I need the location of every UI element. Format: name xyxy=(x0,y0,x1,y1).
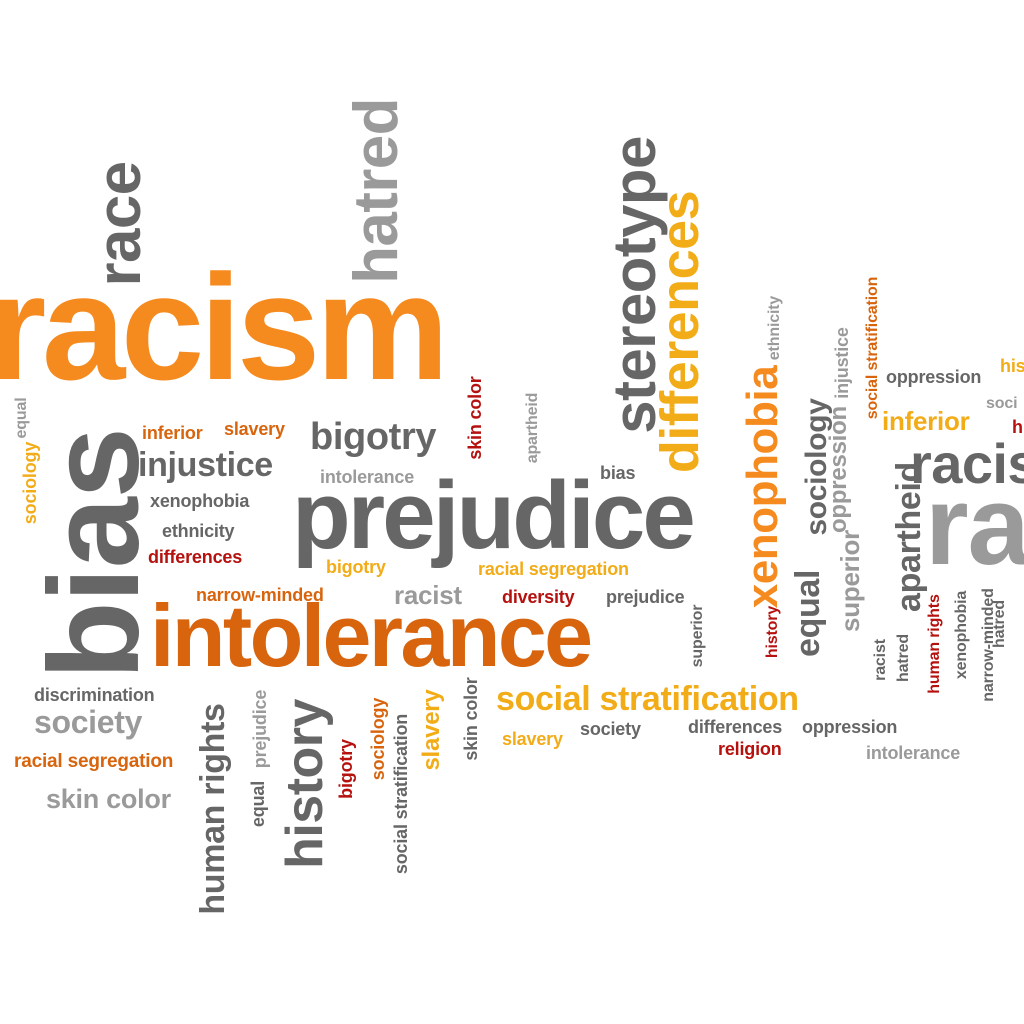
word: hatred xyxy=(991,600,1008,648)
word: sociology xyxy=(20,441,40,525)
word: social stratification xyxy=(864,276,881,420)
word: xenophobia xyxy=(953,590,970,680)
word: skin color xyxy=(465,376,485,460)
word: society xyxy=(34,704,143,740)
word: sociology xyxy=(368,697,388,781)
word: society xyxy=(580,719,641,739)
word: oppression xyxy=(825,406,852,533)
word: racis xyxy=(910,432,1024,495)
word: bigotry xyxy=(336,739,356,799)
word: prejudice xyxy=(606,587,685,607)
word: history xyxy=(764,605,781,659)
word: racist xyxy=(394,580,462,610)
word: ethnicity xyxy=(162,521,235,541)
word: injustice xyxy=(832,327,852,399)
word: superior xyxy=(835,530,865,632)
word: slavery xyxy=(502,729,563,749)
word: prejudice xyxy=(250,689,270,769)
word: bias xyxy=(600,463,636,483)
word: oppression xyxy=(886,367,982,387)
word: skin color xyxy=(461,677,481,761)
word: social stratification xyxy=(391,713,411,875)
word: hatred xyxy=(342,98,411,284)
word: slavery xyxy=(224,419,285,439)
word: religion xyxy=(718,739,782,759)
word: discrimination xyxy=(34,685,155,705)
word: inferior xyxy=(882,406,970,436)
word: differences xyxy=(688,717,783,737)
word: differences xyxy=(148,547,243,567)
word: human rights xyxy=(926,594,943,694)
word: equal xyxy=(13,397,30,439)
word: equal xyxy=(789,569,827,657)
word: racial segregation xyxy=(478,559,629,579)
word: diversity xyxy=(502,587,575,607)
word: differences xyxy=(650,190,710,474)
word: prejudice xyxy=(292,462,696,569)
word: racism xyxy=(0,243,449,411)
word: xenophobia xyxy=(738,365,787,609)
word: apartheid xyxy=(524,392,541,464)
word: history xyxy=(276,699,334,869)
word: inferior xyxy=(142,423,203,443)
word: slavery xyxy=(418,689,445,771)
word: bigotry xyxy=(326,557,386,577)
word: soci xyxy=(986,395,1018,412)
word: superior xyxy=(689,604,706,668)
word: racist xyxy=(872,639,889,681)
word: racial segregation xyxy=(14,751,174,772)
word: social stratification xyxy=(496,680,799,718)
word: intolerance xyxy=(150,586,593,685)
word: injustice xyxy=(138,446,273,484)
word: his xyxy=(1000,356,1024,376)
word: ra xyxy=(925,463,1024,588)
word: oppression xyxy=(802,717,898,737)
word: skin color xyxy=(46,784,171,814)
word: xenophobia xyxy=(150,491,250,511)
word: race xyxy=(85,161,154,287)
word: ethnicity xyxy=(766,295,783,361)
word: equal xyxy=(248,780,268,828)
word: narrow-minded xyxy=(196,585,324,605)
word: hatred xyxy=(895,634,912,682)
word: human rights xyxy=(194,703,232,915)
word: h xyxy=(1012,417,1023,437)
word: intolerance xyxy=(320,467,415,487)
word: intolerance xyxy=(866,743,961,763)
word: bigotry xyxy=(310,416,437,458)
